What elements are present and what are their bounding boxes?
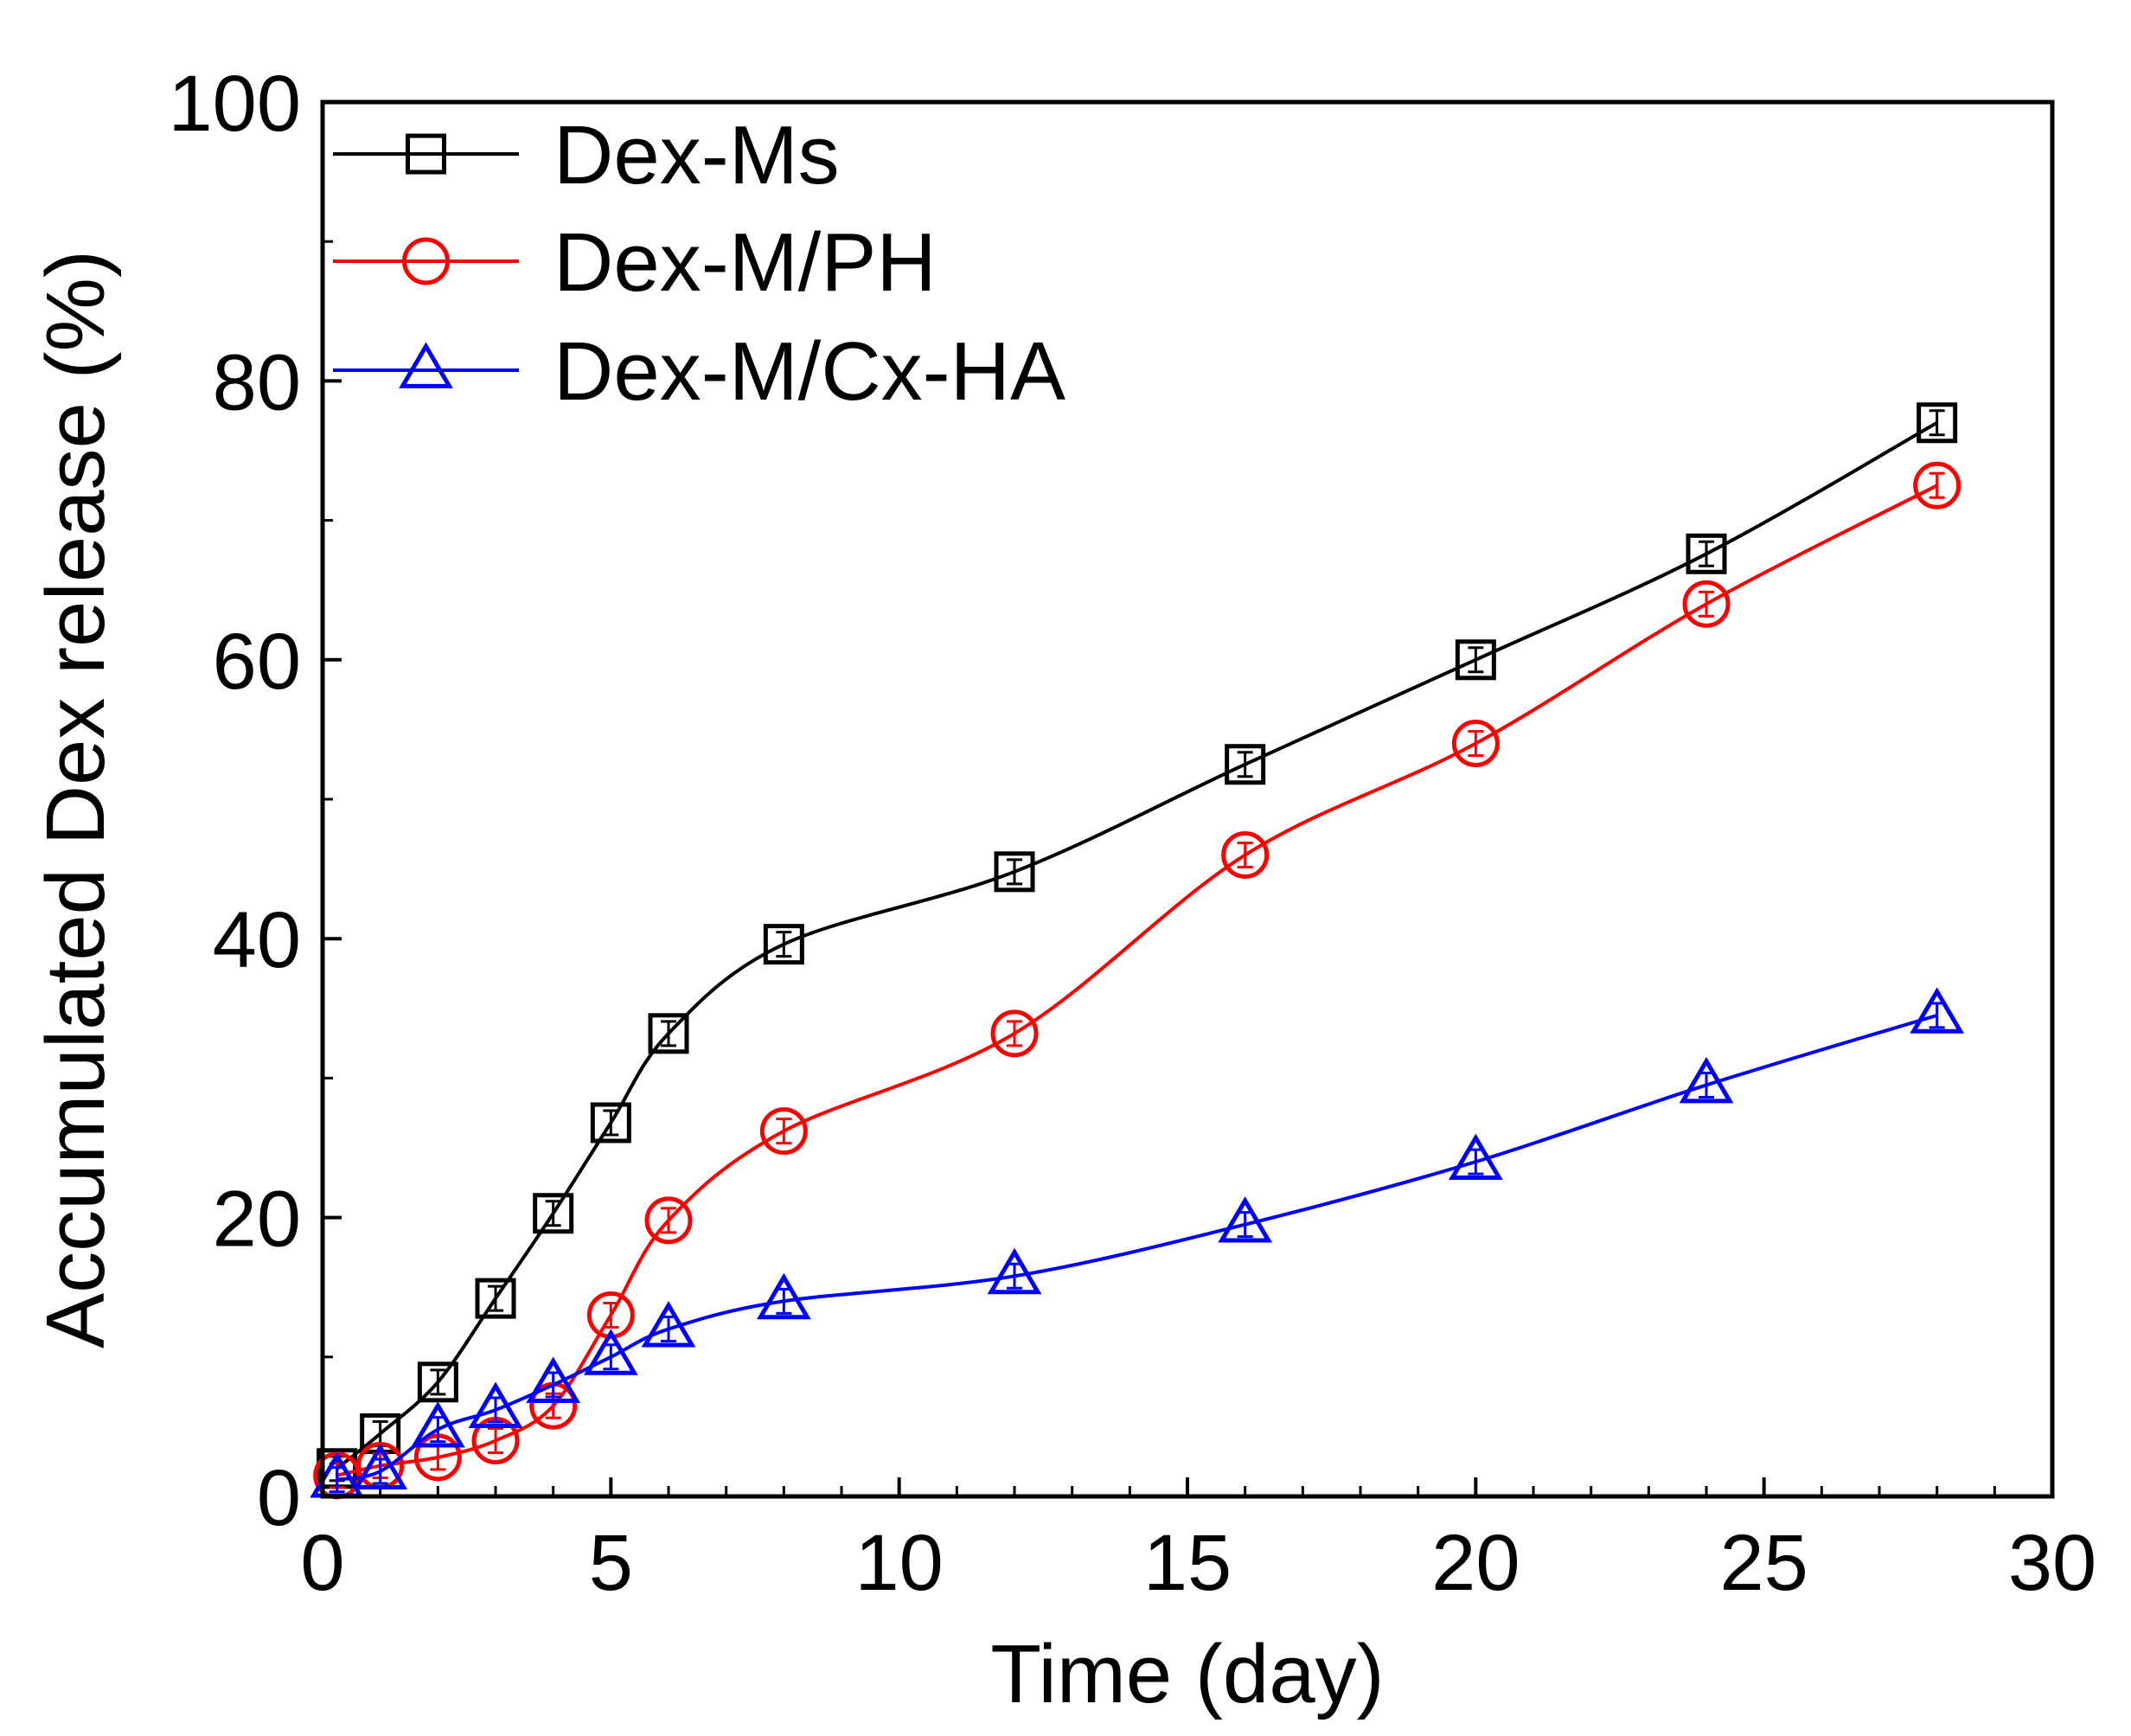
legend-entry: Dex-M/Cx-HA [333,325,1066,418]
x-tick-label: 15 [1143,1519,1232,1607]
series-dex-m-ph [313,461,1961,1500]
data-point-triangle [1679,1056,1734,1104]
series-line [336,421,1938,1470]
y-tick-label: 80 [213,338,301,426]
data-point-square [994,851,1035,893]
x-tick-label: 0 [300,1519,344,1607]
legend-label: Dex-M/Cx-HA [554,325,1066,418]
legend-marker-circle [402,237,450,285]
data-point-circle [644,1196,693,1245]
data-point-circle [1682,580,1731,628]
x-tick-label: 5 [589,1519,633,1607]
legend-label: Dex-Ms [554,109,840,202]
x-tick-label: 20 [1431,1519,1520,1607]
data-point-triangle [583,1329,638,1375]
data-point-triangle [1448,1133,1503,1181]
data-point-square [648,1013,689,1054]
y-tick-label: 60 [213,618,301,706]
data-point-square [1455,639,1496,681]
data-point-triangle [1218,1196,1273,1243]
data-point-square [1917,402,1958,444]
data-point-square [1225,744,1266,785]
data-point-triangle [641,1301,696,1348]
data-point-square [475,1278,516,1319]
legend-entry: Dex-Ms [333,109,840,202]
x-tick-label: 30 [2008,1519,2096,1607]
data-point-square [590,1102,631,1143]
y-axis-title: Accumulated Dex release (%) [29,250,122,1348]
data-point-circle [990,1009,1039,1058]
series-dex-ms [317,402,1958,1489]
data-point-square [417,1361,458,1403]
x-tick-label: 10 [854,1519,943,1607]
legend-entry: Dex-M/PH [333,216,937,309]
data-point-triangle [756,1272,811,1320]
x-tick-label: 25 [1719,1519,1808,1607]
data-point-triangle [526,1356,581,1403]
y-tick-label: 100 [169,60,302,148]
ticks-layer [321,100,2054,1498]
data-point-square [763,924,804,965]
x-axis-title: Time (day) [990,1628,1384,1720]
data-point-square [1686,533,1727,574]
data-point-circle [1221,830,1270,879]
data-point-triangle [410,1401,465,1448]
data-point-square [360,1413,401,1454]
y-tick-label: 0 [257,1454,301,1542]
data-point-circle [1913,461,1961,509]
tick-labels-layer: 0 5 10 15 20 25 30 0 20 40 60 80 100 [169,60,2097,1607]
legend-label: Dex-M/PH [554,216,937,309]
plot-frame [320,99,2055,1499]
data-point-triangle [1910,987,1965,1034]
y-tick-label: 40 [213,896,301,984]
data-point-triangle [353,1443,408,1489]
series-line [336,1013,1938,1482]
data-point-circle [759,1107,808,1156]
series-layer [310,402,1965,1500]
data-point-triangle [468,1381,523,1428]
legend: Dex-Ms Dex-M/PH Dex-M/Cx-HA [333,109,1066,418]
legend-marker-triangle [399,342,453,388]
series-line [336,484,1938,1477]
data-point-circle [1451,720,1500,768]
series-dex-m-cx-ha [310,987,1965,1498]
data-point-square [533,1193,574,1234]
data-point-triangle [987,1247,1042,1295]
legend-marker-square [406,133,446,175]
y-tick-label: 20 [213,1175,301,1264]
